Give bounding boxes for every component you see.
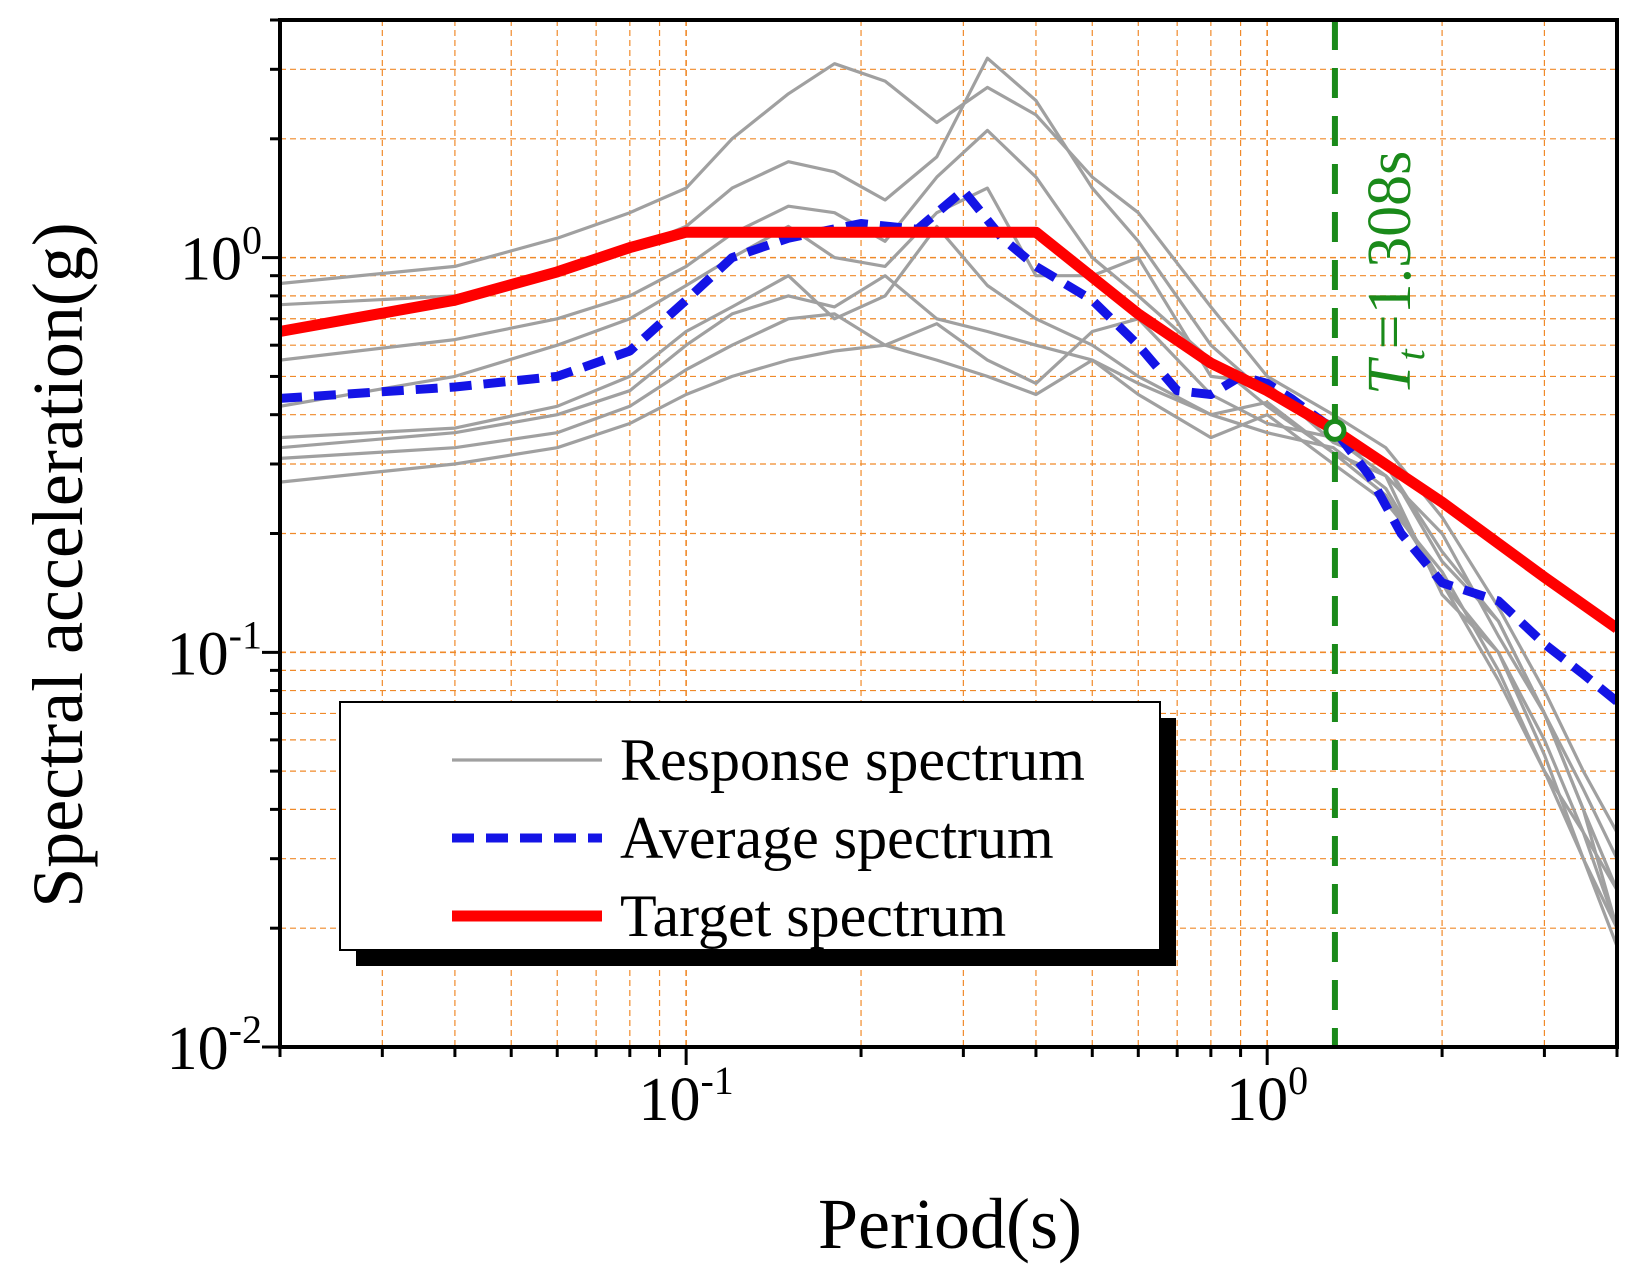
legend-label-target: Target spectrum bbox=[620, 883, 1006, 949]
y-tick-label-exponent: -1 bbox=[229, 612, 262, 657]
y-axis-title: Spectral acceleration(g) bbox=[18, 222, 98, 908]
average-series-line-1 bbox=[280, 185, 1617, 706]
response-series-line-8 bbox=[280, 343, 1617, 929]
legend-box bbox=[339, 701, 1161, 951]
x-axis-title: Period(s) bbox=[818, 1184, 1082, 1264]
y-tick-label-base: 10 bbox=[167, 1015, 229, 1083]
x-tick-label: 100 bbox=[1226, 1058, 1308, 1134]
annotation-subscript: t bbox=[1388, 349, 1433, 361]
y-tick-label: 10-1 bbox=[167, 612, 262, 688]
annotation-symbol: T bbox=[1356, 356, 1424, 395]
period-annotation: Tt=1.308s bbox=[1356, 151, 1433, 395]
legend-label-response: Response spectrum bbox=[620, 727, 1085, 793]
response-series-line-1 bbox=[280, 62, 1617, 834]
y-tick-label-exponent: -2 bbox=[229, 1007, 262, 1052]
y-tick-label-base: 10 bbox=[167, 620, 229, 688]
x-tick-label-base: 10 bbox=[1226, 1066, 1288, 1134]
response-series-line-3 bbox=[280, 128, 1617, 891]
y-tick-label-base: 10 bbox=[180, 226, 242, 294]
x-tick-label: 10-1 bbox=[638, 1058, 733, 1134]
x-tick-label-exponent: 0 bbox=[1288, 1058, 1308, 1103]
annotation-value: =1.308s bbox=[1356, 151, 1424, 350]
legend-label-average: Average spectrum bbox=[620, 805, 1054, 871]
response-series-line-6 bbox=[280, 274, 1617, 929]
y-tick-label: 10-2 bbox=[167, 1007, 262, 1083]
period-marker bbox=[1323, 20, 1347, 1047]
plot-series bbox=[280, 56, 1617, 947]
y-tick-label-exponent: 0 bbox=[242, 218, 262, 263]
target-series-line-1 bbox=[280, 226, 1617, 633]
period-marker-point bbox=[1323, 418, 1347, 442]
svg-text:Tt=1.308s: Tt=1.308s bbox=[1356, 151, 1433, 395]
x-tick-label-base: 10 bbox=[638, 1066, 700, 1134]
legend: Response spectrum Average spectrum Target … bbox=[339, 701, 1176, 966]
y-tick-label: 100 bbox=[180, 218, 262, 294]
response-series-line-4 bbox=[280, 186, 1617, 929]
x-tick-label-exponent: -1 bbox=[700, 1058, 733, 1103]
